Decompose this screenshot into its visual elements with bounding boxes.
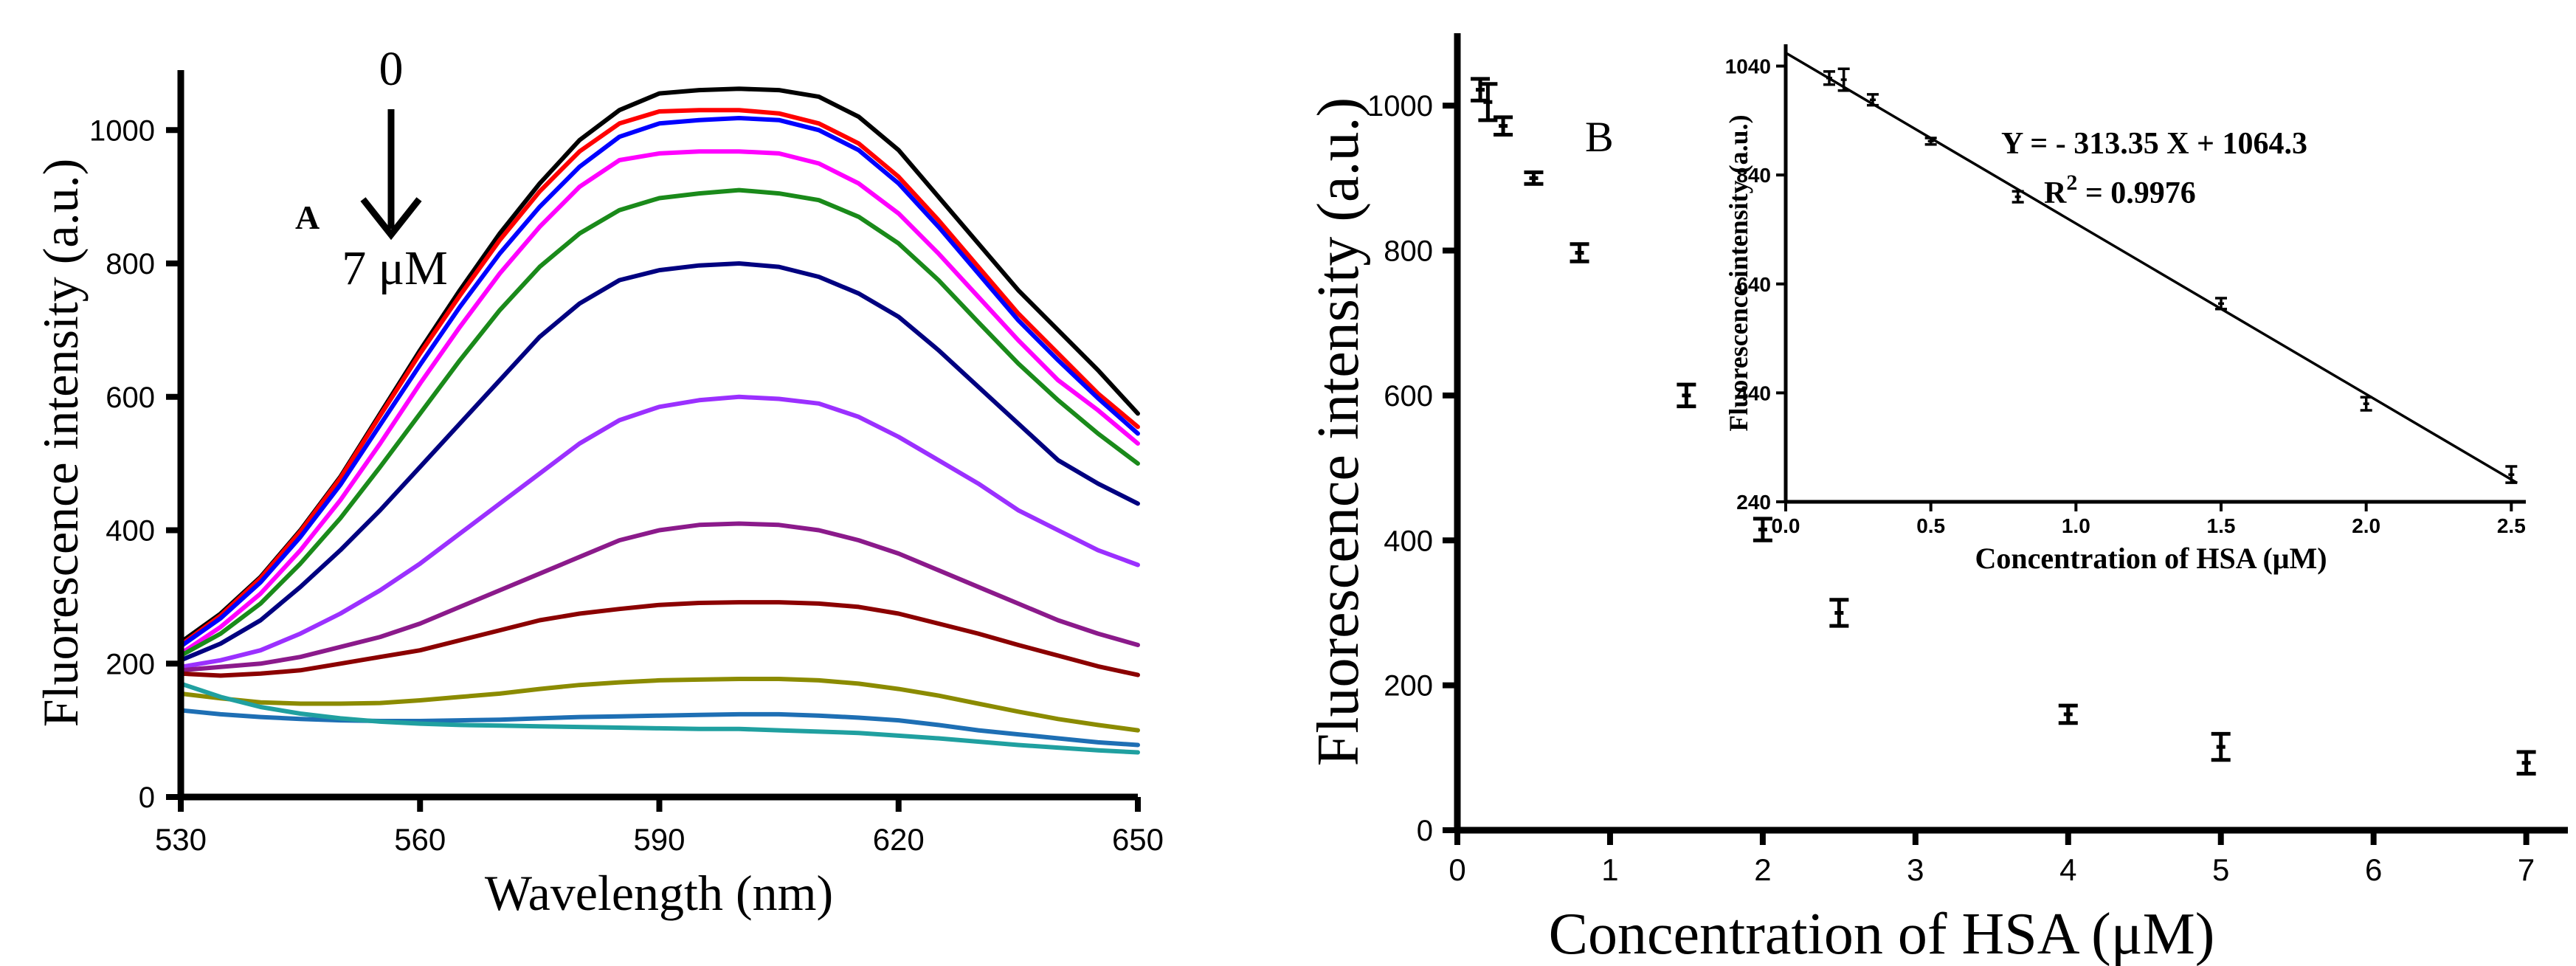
panel-b-points: [1471, 77, 2536, 776]
panel-a-y-tick-label-4: 800: [106, 248, 155, 280]
inset-data-point-3: [1924, 137, 1937, 146]
inset-points: [1785, 52, 2518, 484]
panel-b-x-tick-label-1: 1: [1601, 852, 1618, 887]
decrease-arrow-head-icon: [360, 197, 422, 241]
inset-data-point-7: [2505, 465, 2518, 484]
series-line-7: [179, 521, 1140, 673]
panel-b-x-tick-label-0: 0: [1448, 852, 1465, 887]
panel-b-y-tick-label-0: 0: [1417, 815, 1433, 847]
panel-a-x-tick-label-0: 530: [155, 822, 207, 857]
panel-b-y-tick-label-5: 1000: [1367, 90, 1433, 123]
panel-b-y-tick-label-3: 600: [1384, 380, 1433, 413]
panel-b-data-point-9: [2211, 731, 2231, 762]
panel-b-data-point-6: [1753, 517, 1772, 542]
r-squared-symbol: R: [2044, 176, 2067, 210]
panel-a-label: A: [295, 199, 320, 236]
inset-xlabel: Concentration of HSA (μM): [1975, 542, 2327, 575]
panel-a-x-tick-label-2: 590: [633, 822, 685, 857]
series-line-6: [179, 394, 1140, 669]
panel-b-ylabel: Fluorescence intensity (a.u.): [1306, 97, 1371, 766]
panel-b-x-tick-label-5: 5: [2212, 852, 2229, 887]
inset-x-tick-label-4: 2.0: [2352, 514, 2380, 537]
panel-a-xlabel: Wavelength (nm): [485, 865, 833, 921]
inset-data-point-2: [1867, 93, 1879, 107]
inset-y-tick-label-0: 240: [1736, 491, 1771, 514]
series-line-4: [179, 187, 1140, 658]
series-line-1: [179, 108, 1140, 647]
r-squared-superscript: 2: [2066, 170, 2077, 195]
series-line-3: [179, 149, 1140, 656]
panel-a-y-tick-label-5: 1000: [89, 114, 155, 147]
panel-b-data-point-3: [1524, 170, 1544, 186]
series-line-2: [179, 116, 1140, 649]
panel-a-y-tick-label-0: 0: [139, 782, 155, 814]
series-line-9: [179, 677, 1140, 733]
inset-chart: 0.0 0.5 1.0 1.5 2.0 2.5 240 440 640 840 1040 Conce…: [1724, 44, 2526, 575]
inset-x-tick-label-3: 1.5: [2207, 514, 2236, 537]
inset-data-point-5: [2215, 297, 2227, 311]
inset-x-tick-label-5: 2.5: [2497, 514, 2526, 537]
inset-y-tick-label-2: 640: [1736, 273, 1771, 296]
panel-b-x-tick-label-3: 3: [1907, 852, 1924, 887]
series-line-11: [179, 681, 1140, 755]
panel-b-x-tick-label-4: 4: [2059, 852, 2076, 887]
panel-b-y-tick-label-4: 800: [1384, 235, 1433, 268]
panel-b-data-point-5: [1677, 382, 1696, 409]
panel-b-data-point-2: [1494, 115, 1513, 137]
inset-axes: [1783, 44, 2526, 504]
panel-b-data-point-8: [2058, 703, 2078, 725]
panel-b-x-tick-label-2: 2: [1754, 852, 1771, 887]
inset-x-tick-label-0: 0.0: [1772, 514, 1800, 537]
panel-b-data-point-1: [1478, 82, 1498, 123]
panel-b-x-tick-label-7: 7: [2518, 852, 2535, 887]
inset-ticks: 0.0 0.5 1.0 1.5 2.0 2.5 240 440 640 840 1040: [1725, 55, 2526, 537]
panel-b-x-tick-label-6: 6: [2365, 852, 2382, 887]
series-line-0: [179, 86, 1140, 645]
r-squared-value: = 0.9976: [2077, 176, 2195, 210]
inset-x-tick-label-1: 0.5: [1916, 514, 1945, 537]
inset-y-tick-label-4: 1040: [1725, 55, 1771, 78]
inset-data-point-6: [2360, 396, 2372, 412]
panel-a-x-tick-label-4: 650: [1112, 822, 1164, 857]
panel-a-series: [179, 86, 1140, 755]
panel-a-ylabel: Fluorescence intensity (a.u.): [32, 159, 89, 727]
panel-b-data-point-7: [1829, 598, 1849, 628]
series-line-5: [179, 261, 1140, 663]
panel-a-x-tick-label-3: 620: [873, 822, 925, 857]
series-line-8: [179, 600, 1140, 678]
panel-a-axes: [177, 70, 1138, 801]
inset-y-tick-label-1: 440: [1736, 382, 1771, 404]
panel-b-axes: [1454, 33, 2568, 834]
panel-b-data-point-0: [1471, 77, 1491, 103]
panel-b-data-point-4: [1570, 242, 1589, 263]
fit-equation: Y = - 313.35 X + 1064.3: [2001, 127, 2307, 161]
panel-b-ticks: 0 1 2 3 4 5 6 7 0 200 400 600 800 1000: [1367, 90, 2535, 887]
panel-b-y-tick-label-2: 400: [1384, 525, 1433, 557]
panel-a: 530 560 590 620 650 0 200 400 600 800 1000 Wavelen…: [32, 42, 1164, 921]
panel-b: 0 1 2 3 4 5 6 7 0 200 400 600 800 1000 Concentration …: [1306, 33, 2568, 966]
panel-b-y-tick-label-1: 200: [1384, 670, 1433, 703]
panel-a-y-tick-label-1: 200: [106, 648, 155, 680]
r-squared: R2 = 0.9976: [2044, 170, 2196, 210]
annotation-start-conc: 0: [379, 42, 404, 96]
panel-a-x-tick-label-1: 560: [394, 822, 446, 857]
inset-data-point-1: [1837, 67, 1850, 92]
panel-a-y-tick-label-2: 400: [106, 515, 155, 548]
inset-y-tick-label-3: 840: [1736, 164, 1771, 187]
panel-b-label: B: [1585, 113, 1614, 161]
inset-ylabel: Fluorescence intensity (a.u.): [1724, 114, 1753, 431]
panel-b-xlabel: Concentration of HSA (μM): [1549, 902, 2215, 966]
inset-data-point-0: [1823, 70, 1835, 86]
annotation-end-conc: 7 μM: [342, 241, 448, 295]
panel-a-y-tick-label-3: 600: [106, 382, 155, 414]
panel-a-ticks: 530 560 590 620 650 0 200 400 600 800 1000: [89, 114, 1164, 857]
inset-data-point-4: [2012, 190, 2024, 204]
inset-fit-line: [1785, 52, 2518, 484]
panel-b-data-point-10: [2516, 750, 2536, 776]
inset-x-tick-label-2: 1.0: [2062, 514, 2090, 537]
